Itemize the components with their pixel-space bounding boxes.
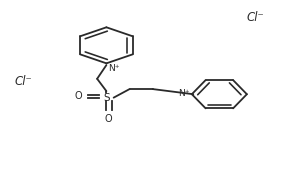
Text: N⁺: N⁺	[178, 89, 190, 98]
Text: O: O	[105, 114, 113, 124]
Text: O: O	[75, 91, 82, 101]
Text: S: S	[103, 93, 110, 103]
Text: Cl⁻: Cl⁻	[15, 75, 33, 88]
Text: N⁺: N⁺	[109, 64, 120, 73]
Text: Cl⁻: Cl⁻	[247, 11, 265, 24]
